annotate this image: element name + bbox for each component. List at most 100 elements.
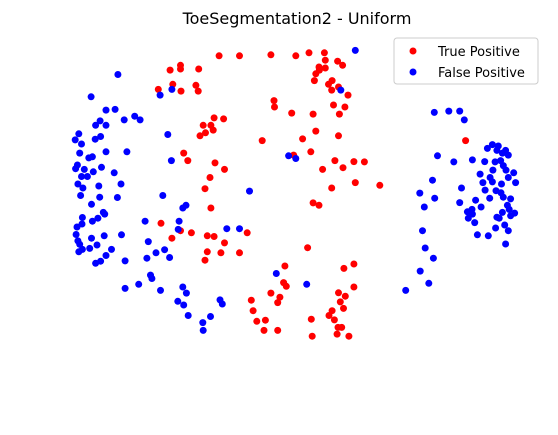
false-positive-point-156 xyxy=(199,326,207,334)
true-positive-point-23 xyxy=(192,81,200,89)
false-positive-point-64 xyxy=(464,214,472,222)
false-positive-point-162 xyxy=(303,280,311,288)
false-positive-point-67 xyxy=(419,227,426,235)
false-positive-point-95 xyxy=(88,200,95,208)
true-positive-point-20 xyxy=(195,65,203,73)
false-positive-point-143 xyxy=(166,254,174,261)
false-positive-point-148 xyxy=(179,283,187,291)
false-positive-point-45 xyxy=(458,184,465,192)
false-positive-point-12 xyxy=(460,116,468,124)
false-positive-point-150 xyxy=(182,289,190,297)
false-positive-point-159 xyxy=(236,225,243,233)
true-positive-point-46 xyxy=(331,157,339,165)
false-positive-point-10 xyxy=(445,107,453,115)
true-positive-point-71 xyxy=(221,239,228,247)
true-positive-point-74 xyxy=(203,248,211,256)
false-positive-point-28 xyxy=(477,203,485,211)
true-positive-point-63 xyxy=(328,184,336,192)
legend-label-true-positive: True Positive xyxy=(437,45,520,60)
true-positive-point-13 xyxy=(328,86,336,94)
false-positive-point-71 xyxy=(425,279,433,287)
true-positive-point-65 xyxy=(462,137,470,145)
false-positive-point-160 xyxy=(246,187,253,195)
false-positive-point-79 xyxy=(91,135,99,143)
true-positive-point-5 xyxy=(320,49,328,57)
false-positive-point-78 xyxy=(102,121,110,129)
false-positive-point-117 xyxy=(111,105,119,113)
false-positive-point-92 xyxy=(71,136,79,144)
true-positive-point-17 xyxy=(339,61,347,69)
false-positive-point-106 xyxy=(88,234,95,242)
false-positive-point-60 xyxy=(503,201,511,209)
true-positive-point-41 xyxy=(288,109,296,117)
false-positive-point-85 xyxy=(77,192,85,199)
true-positive-point-85 xyxy=(274,299,282,307)
false-positive-point-19 xyxy=(491,158,499,166)
true-positive-point-104 xyxy=(338,323,346,331)
false-positive-point-25 xyxy=(479,179,487,187)
false-positive-point-32 xyxy=(512,179,520,187)
false-positive-point-15 xyxy=(488,141,496,149)
true-positive-point-49 xyxy=(307,148,315,156)
false-positive-point-119 xyxy=(131,112,139,120)
false-positive-point-65 xyxy=(416,189,424,197)
false-positive-point-110 xyxy=(96,193,104,201)
false-positive-point-124 xyxy=(101,210,109,218)
true-positive-point-0 xyxy=(215,52,223,60)
true-positive-point-33 xyxy=(220,115,228,123)
false-positive-point-61 xyxy=(498,208,506,216)
false-positive-point-147 xyxy=(157,286,164,294)
false-positive-point-30 xyxy=(497,189,505,197)
false-positive-point-42 xyxy=(502,146,510,154)
false-positive-point-103 xyxy=(78,245,86,253)
true-positive-point-10 xyxy=(310,77,318,85)
false-positive-point-9 xyxy=(430,108,438,116)
false-positive-point-89 xyxy=(85,154,93,162)
true-positive-point-37 xyxy=(202,129,209,137)
false-positive-point-52 xyxy=(492,224,500,232)
true-positive-point-45 xyxy=(335,132,342,140)
true-positive-point-61 xyxy=(309,199,317,207)
true-positive-point-70 xyxy=(210,233,218,240)
false-positive-point-76 xyxy=(87,93,95,101)
true-positive-point-79 xyxy=(281,262,289,270)
true-positive-point-3 xyxy=(292,52,300,60)
false-positive-point-11 xyxy=(456,107,464,115)
true-positive-point-25 xyxy=(154,85,162,93)
true-positive-point-82 xyxy=(276,293,284,301)
true-positive-point-99 xyxy=(274,326,282,334)
false-positive-point-27 xyxy=(472,196,480,204)
true-positive-point-106 xyxy=(345,332,353,340)
false-positive-point-134 xyxy=(143,254,151,262)
false-positive-point-133 xyxy=(144,238,152,246)
true-positive-point-100 xyxy=(308,332,316,340)
true-positive-point-101 xyxy=(325,312,333,319)
false-positive-point-104 xyxy=(86,244,94,252)
true-positive-point-54 xyxy=(206,174,214,181)
false-positive-point-161 xyxy=(272,270,280,277)
false-positive-point-144 xyxy=(121,284,129,292)
false-positive-point-149 xyxy=(174,297,182,305)
true-positive-point-102 xyxy=(330,316,338,324)
false-positive-point-54 xyxy=(501,221,509,229)
false-positive-point-34 xyxy=(504,174,512,181)
true-positive-point-73 xyxy=(201,256,209,264)
false-positive-point-68 xyxy=(421,244,429,252)
false-positive-point-122 xyxy=(117,180,125,188)
false-positive-point-99 xyxy=(72,231,80,238)
false-positive-point-120 xyxy=(123,148,131,156)
true-positive-point-32 xyxy=(271,103,278,111)
false-positive-point-127 xyxy=(97,257,105,265)
true-positive-point-6 xyxy=(321,64,329,72)
false-positive-point-33 xyxy=(510,169,518,177)
false-positive-point-115 xyxy=(92,121,100,129)
false-positive-point-114 xyxy=(97,133,105,140)
false-positive-point-37 xyxy=(489,166,497,174)
false-positive-point-50 xyxy=(473,231,481,239)
false-positive-point-136 xyxy=(152,249,160,257)
true-positive-point-22 xyxy=(177,87,185,95)
false-positive-point-55 xyxy=(504,227,512,235)
true-positive-point-96 xyxy=(307,315,315,323)
legend-marker-false-positive xyxy=(409,68,417,76)
